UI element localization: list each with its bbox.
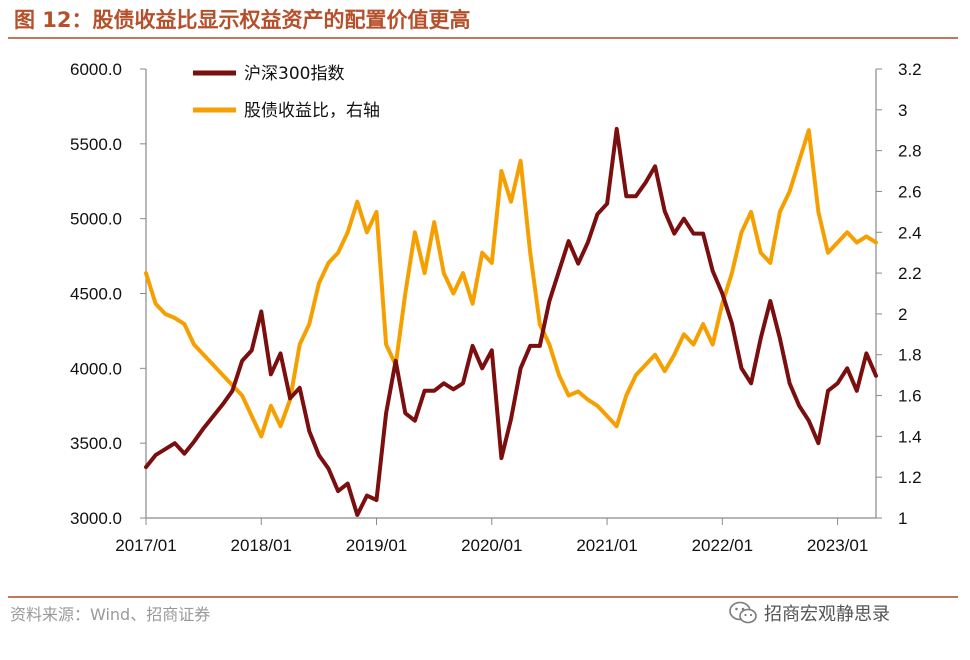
x-tick-label: 2019/01 (346, 536, 407, 555)
title-rule (8, 37, 958, 39)
y-left-tick-label: 5000.0 (70, 210, 122, 229)
hs300-index-line (144, 126, 878, 517)
y-left-tick-label: 4500.0 (70, 285, 122, 304)
watermark-text: 招商宏观静思录 (764, 604, 890, 625)
x-tick-label: 2023/01 (807, 536, 868, 555)
y-left-tick-label: 5500.0 (70, 135, 122, 154)
y-left-tick-label: 3000.0 (70, 509, 122, 528)
y-right-tick-label: 3.2 (898, 60, 922, 79)
stock-bond-ratio-line (144, 128, 878, 439)
x-tick-label: 2020/01 (461, 536, 522, 555)
y-right-tick-label: 2.6 (898, 182, 922, 201)
x-tick-label: 2018/01 (231, 536, 292, 555)
source-note: 资料来源：Wind、招商证券 (10, 605, 211, 624)
x-tick-label: 2021/01 (576, 536, 637, 555)
wechat-icon (729, 601, 757, 624)
y-right-tick-label: 2.8 (898, 142, 922, 161)
legend-label: 股债收益比，右轴 (244, 101, 380, 121)
chart: 3000.0 3500.0 4000.0 4500.0 5000.0 5500.0 6000… (70, 60, 922, 555)
y-right-tick-label: 1.2 (898, 468, 922, 487)
y-right-tick-label: 1.8 (898, 346, 922, 365)
y-right-tick-label: 2.4 (898, 223, 922, 242)
y-right-tick-label: 1 (898, 509, 907, 528)
y-left-tick-label: 4000.0 (70, 359, 122, 378)
x-tick-label: 2022/01 (692, 536, 753, 555)
y-right-tick-label: 3 (898, 101, 907, 120)
y-right-tick-label: 1.4 (898, 427, 922, 446)
y-left-tick-label: 3500.0 (70, 434, 122, 453)
y-right-tick-label: 2 (898, 305, 907, 324)
watermark: 招商宏观静思录 (728, 600, 890, 626)
chart-axes (145, 69, 877, 519)
y-left-tick-label: 6000.0 (70, 60, 122, 79)
x-tick-label: 2017/01 (115, 536, 176, 555)
footer-rule (8, 596, 958, 598)
chart-ticks: 3000.0 3500.0 4000.0 4500.0 5000.0 5500.0 6000… (70, 60, 922, 555)
chart-lines (144, 126, 878, 517)
legend-label: 沪深300指数 (244, 64, 344, 84)
y-right-tick-label: 2.2 (898, 264, 922, 283)
y-right-tick-label: 1.6 (898, 387, 922, 406)
figure-title: 图 12：股债收益比显示权益资产的配置价值更高 (14, 8, 471, 32)
